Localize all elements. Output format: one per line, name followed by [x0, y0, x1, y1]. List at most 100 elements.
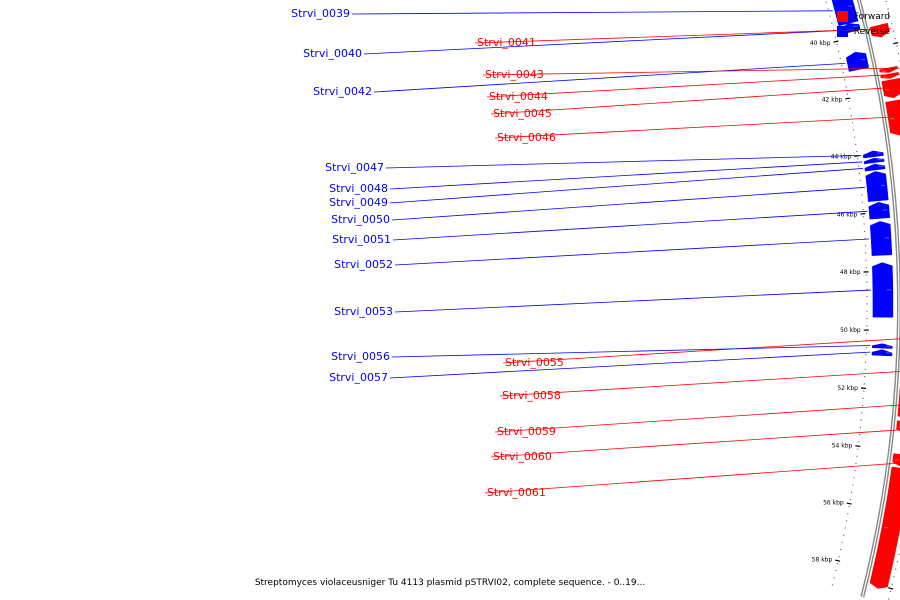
minor-tick	[859, 426, 862, 428]
gene-arrow-strvi-0057[interactable]	[871, 349, 893, 357]
gene-arrow-strvi-0052[interactable]	[870, 221, 893, 256]
gene-arrow-strvi-0046[interactable]	[885, 99, 900, 136]
gene-label-strvi-0057[interactable]: Strvi_0057	[329, 371, 388, 384]
minor-tick	[827, 8, 829, 10]
gene-label-strvi-0049[interactable]: Strvi_0049	[329, 196, 388, 209]
minor-tick	[853, 477, 855, 479]
minor-tick	[862, 397, 864, 399]
minor-tick	[864, 376, 866, 378]
gene-arrow-strvi-0060[interactable]	[896, 420, 900, 434]
minor-tick	[854, 136, 856, 138]
minor-tick	[856, 455, 858, 457]
gene-leader-line	[391, 186, 866, 221]
minor-tick	[861, 194, 863, 196]
gene-arrow-strvi-0048[interactable]	[863, 157, 885, 165]
gene-label-strvi-0046[interactable]: Strvi_0046	[497, 131, 556, 144]
gene-label-strvi-0052[interactable]: Strvi_0052	[334, 258, 393, 271]
gene-label-strvi-0041[interactable]: Strvi_0041	[477, 36, 536, 49]
gene-arrow-strvi-0050[interactable]	[865, 171, 889, 202]
minor-tick	[852, 484, 854, 486]
gene-arrow-strvi-0042[interactable]	[845, 51, 870, 72]
minor-tick	[844, 79, 846, 81]
gene-label-strvi-0056[interactable]: Strvi_0056	[331, 350, 390, 363]
minor-tick	[863, 223, 865, 225]
gene-arrow-strvi-0053[interactable]	[872, 262, 894, 318]
gene-arrow-strvi-0062[interactable]	[869, 466, 900, 589]
minor-tick	[856, 150, 858, 153]
gene-label-strvi-0051[interactable]: Strvi_0051	[332, 233, 391, 246]
minor-tick	[866, 303, 868, 305]
minor-tick	[838, 50, 840, 52]
minor-tick	[850, 115, 852, 117]
minor-tick	[863, 390, 865, 392]
gene-leader-line	[474, 28, 891, 44]
minor-tick	[865, 259, 867, 261]
gene-label-strvi-0053[interactable]: Strvi_0053	[334, 305, 393, 318]
minor-tick	[851, 491, 853, 493]
kbp-tick-label: 40 kbp	[810, 40, 831, 47]
gene-label-strvi-0042[interactable]: Strvi_0042	[313, 85, 372, 98]
gene-label-strvi-0058[interactable]: Strvi_0058	[502, 389, 561, 402]
gene-label-strvi-0061[interactable]: Strvi_0061	[487, 486, 546, 499]
gene-leader-line	[502, 338, 900, 364]
minor-tick	[866, 332, 868, 334]
minor-tick	[887, 8, 889, 10]
minor-tick	[862, 216, 865, 218]
backbone-arc-highlight	[858, 0, 900, 598]
minor-tick	[825, 1, 827, 3]
minor-tick	[888, 598, 890, 600]
minor-tick	[864, 237, 866, 240]
gene-label-strvi-0047[interactable]: Strvi_0047	[325, 161, 384, 174]
gene-leader-line	[363, 30, 838, 55]
gene-leader-line	[494, 404, 900, 433]
minor-tick	[845, 86, 847, 88]
gene-arrow-strvi-0056[interactable]	[871, 343, 893, 349]
minor-tick	[836, 43, 838, 45]
minor-tick	[855, 143, 857, 145]
gene-label-strvi-0060[interactable]: Strvi_0060	[493, 450, 552, 463]
gene-leader-line	[394, 289, 871, 313]
gene-label-strvi-0045[interactable]: Strvi_0045	[493, 107, 552, 120]
outer-tick	[888, 587, 894, 590]
minor-tick	[860, 419, 862, 421]
gene-arrow-strvi-0059[interactable]	[897, 385, 900, 420]
gene-label-strvi-0059[interactable]: Strvi_0059	[497, 425, 556, 438]
gene-arrow-strvi-0041[interactable]	[869, 22, 890, 38]
minor-tick	[858, 172, 861, 174]
gene-leader-line	[391, 345, 871, 358]
minor-tick	[897, 52, 900, 55]
kbp-tick-label: 44 kbp	[831, 154, 852, 161]
legend-forward: Forward	[836, 9, 890, 24]
gene-label-strvi-0040[interactable]: Strvi_0040	[303, 47, 362, 60]
gene-arrow-strvi-0051[interactable]	[868, 201, 891, 220]
minor-tick	[844, 527, 846, 529]
minor-tick	[889, 590, 892, 593]
gene-label-strvi-0044[interactable]: Strvi_0044	[489, 90, 548, 103]
strand-legend: Forward Reverse	[836, 9, 890, 39]
gene-label-strvi-0055[interactable]: Strvi_0055	[505, 356, 564, 369]
minor-ticks	[825, 0, 900, 600]
gene-label-strvi-0043[interactable]: Strvi_0043	[485, 68, 544, 81]
minor-tick	[840, 548, 842, 551]
minor-tick	[859, 434, 861, 436]
minor-tick	[894, 37, 896, 40]
gene-label-strvi-0039[interactable]: Strvi_0039	[291, 7, 350, 20]
gene-label-strvi-0050[interactable]: Strvi_0050	[331, 213, 390, 226]
minor-tick	[841, 65, 843, 67]
gene-arrow-strvi-0044[interactable]	[880, 71, 899, 79]
minor-tick	[849, 107, 851, 110]
gene-arrow-strvi-0047[interactable]	[862, 150, 884, 159]
gene-leader-line	[494, 116, 900, 139]
minor-tick	[863, 383, 865, 385]
minor-tick	[865, 346, 867, 349]
minor-tick	[896, 561, 898, 563]
kbp-tick	[835, 559, 841, 562]
minor-tick	[866, 310, 868, 312]
minor-tick	[847, 513, 849, 515]
gene-label-strvi-0048[interactable]: Strvi_0048	[329, 182, 388, 195]
minor-tick	[857, 158, 859, 160]
minor-tick	[865, 252, 867, 254]
minor-tick	[857, 165, 860, 167]
minor-tick	[866, 281, 868, 283]
gene-arrow-strvi-0049[interactable]	[864, 163, 886, 172]
